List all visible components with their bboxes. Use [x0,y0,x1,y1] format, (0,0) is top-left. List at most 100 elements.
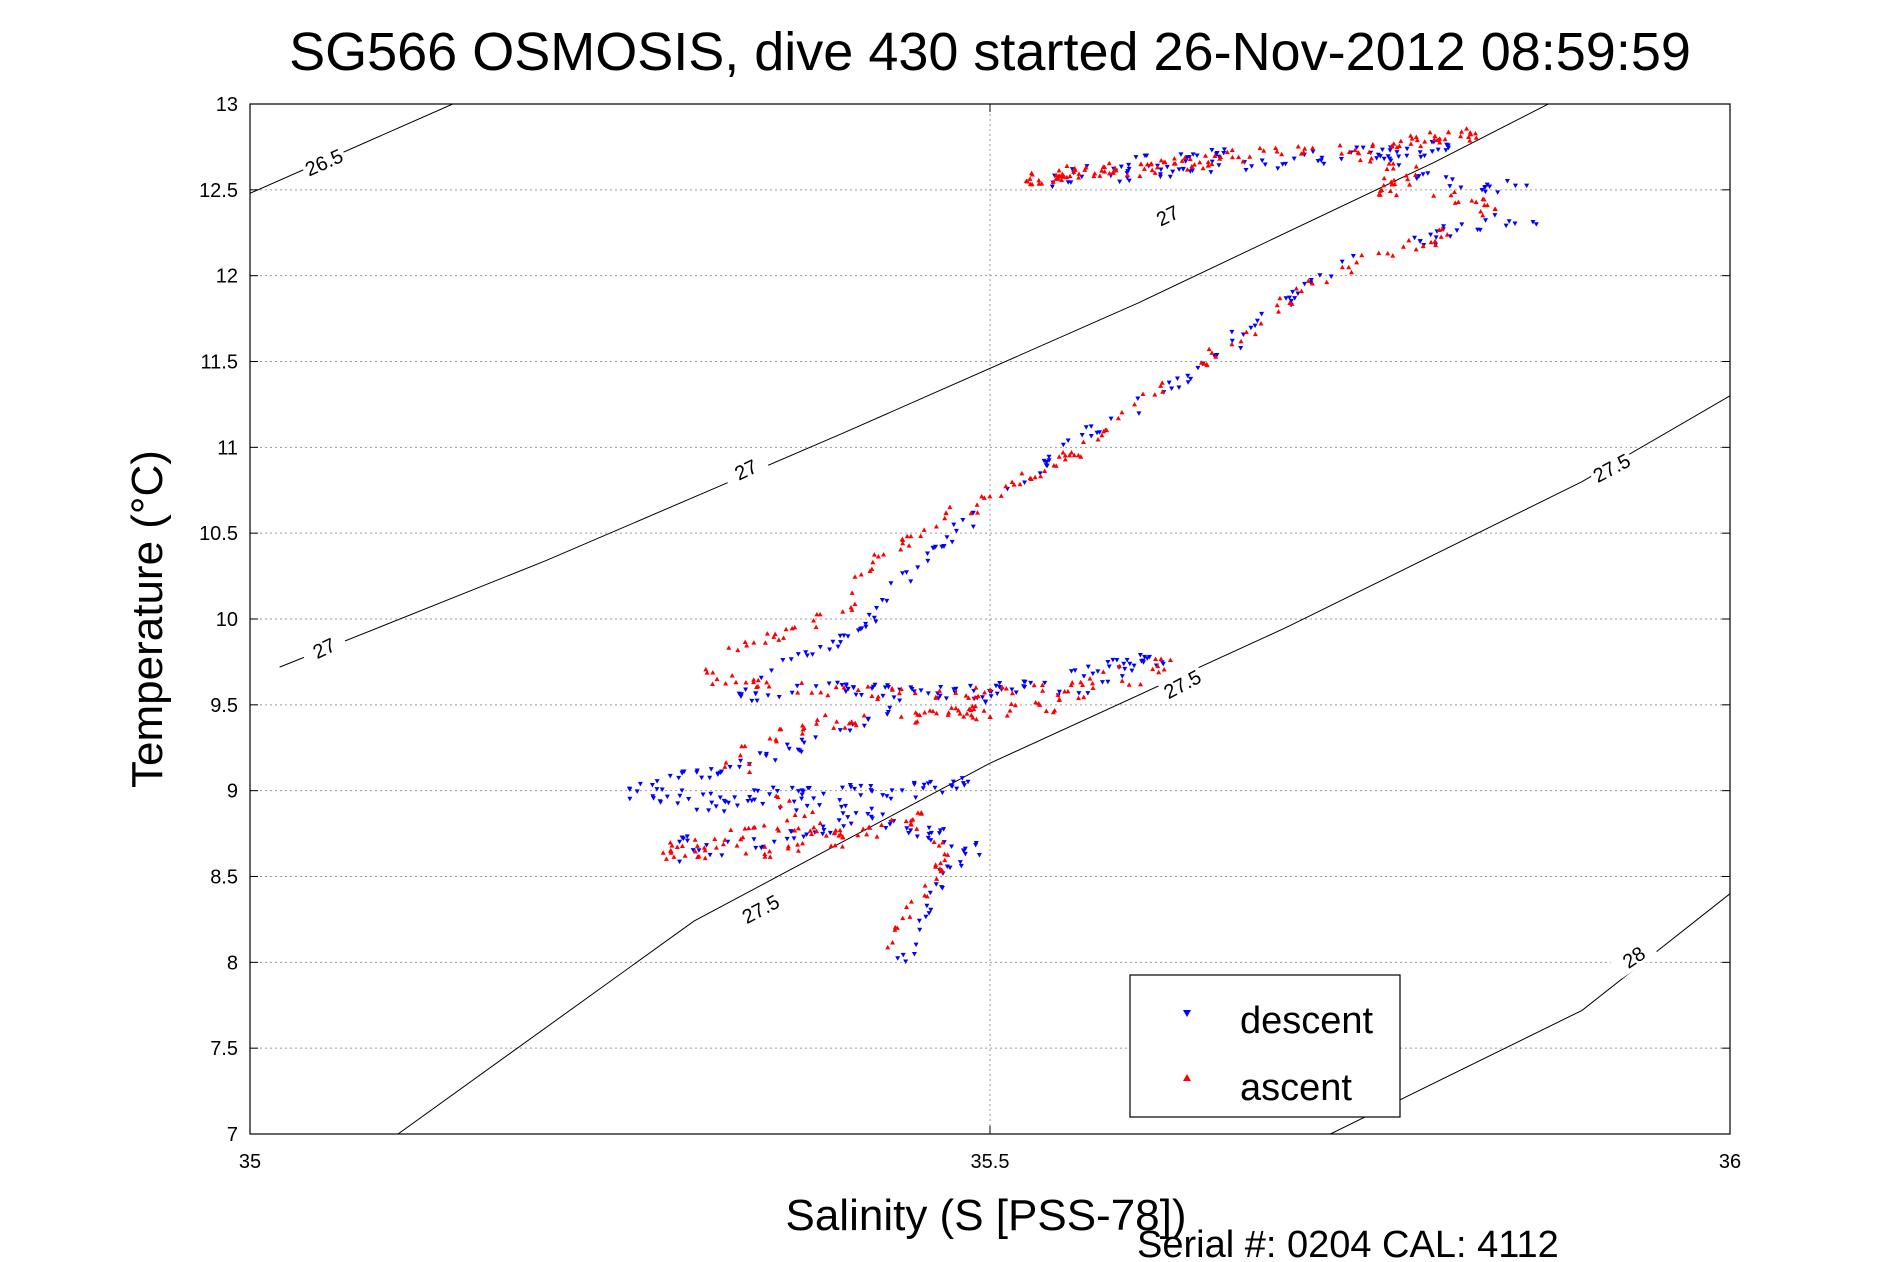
ascent-point [998,493,1004,498]
descent-point [1158,167,1164,172]
ascent-point [713,845,719,850]
ascent-point [1132,401,1138,407]
ascent-point [1081,694,1087,700]
descent-point [887,705,893,711]
ascent-point [1481,197,1487,202]
ascent-point [754,684,760,690]
descent-point [928,779,934,785]
ascent-point [1464,126,1470,131]
descent-point [880,693,886,699]
descent-point [1339,259,1345,265]
descent-point [897,698,903,704]
descent-point [1435,147,1441,153]
ascent-point [792,827,798,833]
descent-point [1375,152,1381,158]
ascent-point [894,925,900,930]
descent-point [817,645,823,650]
descent-point [1252,323,1258,329]
descent-point [988,694,994,699]
descent-point [926,831,932,837]
descent-point [1178,152,1184,157]
ascent-point [778,726,784,732]
ascent-point [1393,192,1399,198]
descent-point [677,793,683,799]
descent-point [863,624,869,630]
descent-point [804,653,810,659]
descent-point [865,717,871,723]
ascent-point [1302,146,1308,151]
ascent-point [1354,259,1360,265]
descent-point [863,621,869,627]
ascent-point [767,854,773,859]
ascent-point [1289,301,1295,306]
ascent-point [795,842,801,847]
ascent-point [1202,153,1208,158]
descent-point [883,825,889,831]
ascent-point [1238,338,1244,344]
descent-point [820,791,826,797]
ascent-point [702,847,708,853]
ascent-point [896,690,902,696]
ascent-point [809,690,815,695]
descent-point [1166,380,1172,386]
ascent-point [1398,138,1404,144]
ascent-point [1025,178,1031,184]
descent-point [1280,162,1286,167]
ascent-point [1258,321,1264,326]
descent-point [853,811,859,816]
ascent-point [799,680,805,685]
ascent-point [875,696,881,702]
descent-point [858,793,864,798]
descent-point [914,834,920,840]
descent-point [1441,224,1447,229]
descent-point [1524,183,1530,189]
descent-point [913,942,919,948]
descent-point [721,809,727,814]
ascent-point [1276,309,1282,314]
ascent-point [1011,482,1017,487]
ascent-point [869,693,875,698]
contour-label-bg [298,141,349,182]
ascent-point [942,851,948,857]
descent-point [686,797,692,802]
descent-point [1105,679,1111,685]
descent-point [1338,157,1344,162]
ascent-point [1431,136,1437,142]
descent-point [791,836,797,841]
descent-point [915,565,921,570]
ascent-point [726,645,732,650]
descent-point [926,825,932,831]
descent-point [970,524,976,530]
ascent-point [866,824,872,829]
ascent-point [1359,252,1365,258]
ascent-point [1368,155,1374,161]
ascent-point [1356,150,1362,156]
y-tick-label: 12.5 [199,180,238,202]
descent-point [1079,433,1085,438]
ascent-point [940,839,946,845]
ascent-point [1102,169,1108,174]
y-tick-label: 12 [216,266,238,288]
descent-point [1503,223,1509,229]
descent-point [1180,166,1186,172]
ascent-point [1455,199,1461,205]
descent-point [696,848,702,853]
ascent-point [773,736,779,742]
y-tick-label: 10 [216,609,238,631]
descent-point [734,803,740,809]
ascent-point [771,634,777,639]
ascent-point [1390,253,1396,258]
descent-point [1124,657,1130,663]
ascent-point [1179,158,1185,163]
descent-point [810,652,816,657]
descent-point [925,558,931,564]
descent-point [1417,239,1423,244]
descent-point [758,675,764,681]
legend: descent ascent [1129,974,1401,1118]
descent-point [889,788,895,793]
ascent-point [1466,134,1472,140]
descent-point [804,832,810,838]
descent-point [1095,669,1101,674]
ascent-point [908,818,914,823]
descent-point [717,795,723,801]
